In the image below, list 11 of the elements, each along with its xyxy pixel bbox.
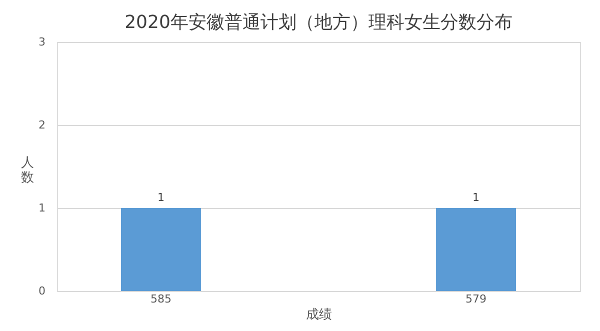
y-tick-label: 3 [38, 36, 46, 48]
y-tick-label: 1 [38, 202, 46, 214]
y-tick-label: 0 [38, 284, 46, 298]
data-label: 1 [157, 191, 164, 204]
data-label: 1 [472, 191, 480, 204]
x-tick-label: 579 [466, 292, 487, 306]
y-tick-label: 2 [38, 118, 46, 132]
x-axis-title: 成绩 [306, 308, 332, 322]
x-tick-label: 585 [150, 292, 172, 306]
chart-title: 2020年安徽普通计划（地方）理科女生分数分布 [124, 12, 512, 33]
y-axis-title: 人数 [21, 156, 34, 186]
